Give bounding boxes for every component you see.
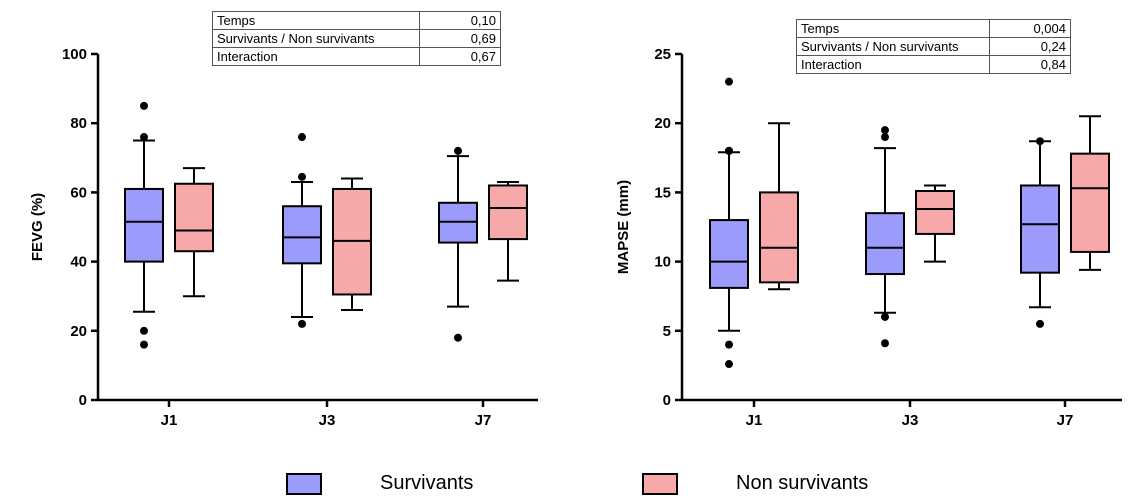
outlier-point [140,133,148,142]
outlier-point [881,339,889,348]
legend-swatch-non-survivants [642,472,678,495]
x-tick-label: J7 [1057,412,1074,429]
stats-value: 0,24 [989,37,1071,56]
y-tick-label: 0 [79,392,87,409]
outlier-point [1036,137,1044,146]
box-non-survivants [174,182,214,253]
y-tick-label: 40 [70,254,87,271]
box-survivants [1020,184,1060,274]
outlier-point [725,146,733,155]
outlier-point [298,133,306,142]
stats-label: Interaction [212,47,420,66]
stats-row: Interaction 0,84 [796,55,1071,74]
y-tick-label: 5 [663,323,671,340]
y-tick-label: 60 [70,184,87,201]
outlier-point [140,101,148,110]
box-non-survivants [1070,152,1110,253]
legend-label-survivants: Survivants [380,472,474,494]
outlier-point [881,126,889,135]
outlier-point [454,146,462,155]
outlier-point [725,340,733,349]
outlier-point [298,172,306,181]
outlier-point [298,319,306,328]
outlier-point [140,340,148,349]
y-tick-label: 25 [654,46,671,63]
box-survivants [709,219,749,289]
stats-value: 0,69 [419,29,501,48]
outlier-point [454,333,462,342]
stats-label: Temps [212,11,420,30]
outlier-point [725,77,733,86]
legend-swatch-survivants [286,472,322,495]
stats-row: Interaction 0,67 [212,47,501,66]
stats-label: Interaction [796,55,990,74]
stats-table-fevg: Temps 0,10 Survivants / Non survivants 0… [212,11,501,66]
stats-label: Temps [796,19,990,38]
y-tick-label: 80 [70,115,87,132]
legend-label-non-survivants: Non survivants [736,472,869,494]
stats-label: Survivants / Non survivants [212,29,420,48]
y-tick-label: 100 [62,46,87,63]
x-tick-label: J7 [475,412,492,429]
stats-row: Temps 0,004 [796,19,1071,38]
stats-value: 0,67 [419,47,501,66]
outlier-point [140,326,148,335]
box-non-survivants [759,191,799,284]
box-survivants [865,212,905,276]
x-tick-label: J1 [746,412,763,429]
stats-row: Survivants / Non survivants 0,24 [796,37,1071,56]
outlier-point [881,133,889,142]
y-tick-label: 10 [654,254,671,271]
y-axis-title: FEVG (%) [29,193,46,261]
x-tick-label: J3 [319,412,336,429]
outlier-point [725,360,733,369]
stats-label: Survivants / Non survivants [796,37,990,56]
y-tick-label: 20 [70,323,87,340]
stats-value: 0,004 [989,19,1071,38]
x-tick-label: J3 [902,412,919,429]
box-survivants [282,205,322,265]
legend-item-non-survivants: Non survivants [642,472,868,495]
stats-row: Temps 0,10 [212,11,501,30]
outlier-point [881,312,889,321]
box-survivants [124,187,164,263]
legend-item-survivants: Survivants [286,472,473,495]
y-tick-label: 20 [654,115,671,132]
stats-value: 0,10 [419,11,501,30]
box-non-survivants [488,184,528,241]
y-tick-label: 0 [663,392,671,409]
outlier-point [1036,319,1044,328]
stats-table-mapse: Temps 0,004 Survivants / Non survivants … [796,19,1071,74]
box-non-survivants [915,190,955,235]
x-tick-label: J1 [161,412,178,429]
stats-value: 0,84 [989,55,1071,74]
y-tick-label: 15 [654,184,671,201]
y-axis-title: MAPSE (mm) [615,180,632,274]
stats-row: Survivants / Non survivants 0,69 [212,29,501,48]
